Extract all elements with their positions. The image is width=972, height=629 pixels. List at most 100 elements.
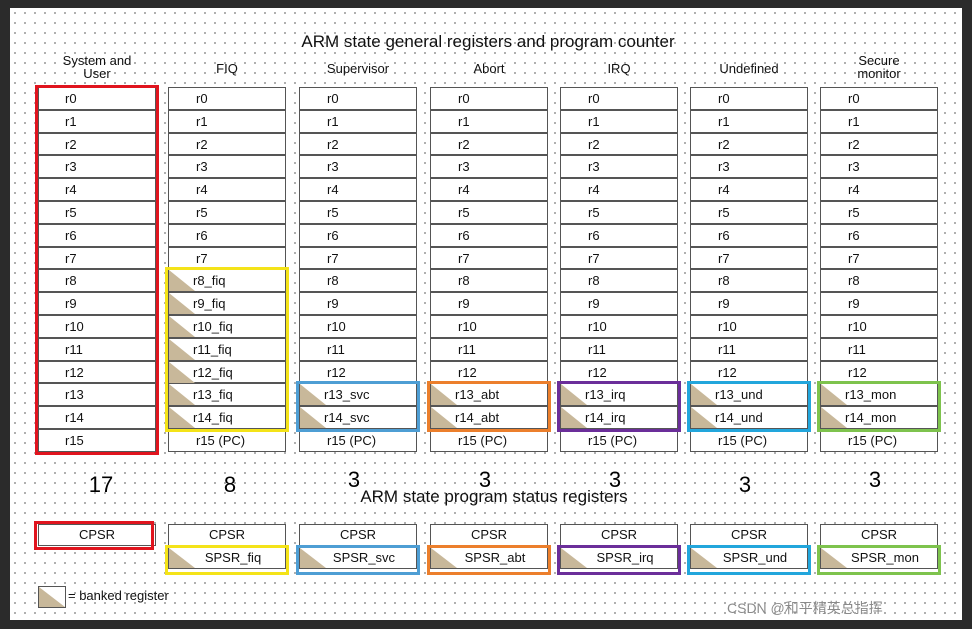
register-label: r10: [588, 319, 607, 334]
register-label: r9: [588, 296, 600, 312]
register-cell: r7: [430, 246, 548, 270]
banked-count: 3: [478, 467, 492, 492]
cpsr-box: CPSR: [820, 524, 938, 546]
register-cell: r9: [820, 292, 938, 315]
banked-group-outline: [817, 381, 941, 432]
register-cell: r6: [299, 223, 417, 247]
register-label: r10: [65, 319, 84, 334]
cpsr-box: CPSR: [38, 524, 156, 546]
register-cell: r15: [38, 429, 156, 452]
banked-triangle-icon: [691, 548, 717, 568]
banked-triangle-icon: [300, 548, 326, 568]
register-cell: r0: [560, 87, 678, 110]
spsr-box: SPSR_und: [690, 547, 808, 569]
banked-triangle-icon: [691, 407, 717, 429]
register-cell: r12: [560, 360, 678, 384]
banked-count: 17: [88, 472, 114, 497]
register-cell: r9: [560, 292, 678, 315]
banked-triangle-icon: [169, 293, 195, 315]
banked-triangle-icon: [821, 548, 847, 568]
register-label: r4: [65, 182, 77, 198]
spsr-box: SPSR_mon: [820, 547, 938, 569]
spsr-label: SPSR_und: [722, 550, 788, 565]
register-label: r6: [718, 227, 730, 243]
register-label: r4: [718, 182, 730, 198]
register-cell: r0: [168, 87, 286, 110]
register-label: r11_fiq: [193, 341, 232, 357]
register-cell: r12: [690, 360, 808, 384]
register-cell: r11: [38, 337, 156, 361]
spsr-outline: [557, 545, 681, 575]
register-label: r4: [588, 182, 600, 198]
register-label: r9: [458, 296, 470, 312]
register-cell: r2: [690, 132, 808, 156]
register-cell: r1: [560, 109, 678, 133]
spsr-box: SPSR_svc: [299, 547, 417, 569]
banked-group-outline: [165, 267, 289, 432]
banked-triangle-icon: [821, 407, 847, 429]
spsr-box: SPSR_fiq: [168, 547, 286, 569]
register-label: r1: [458, 113, 470, 129]
register-cell: r15 (PC): [299, 429, 417, 452]
register-cell: r8: [690, 269, 808, 293]
register-label: r10: [327, 319, 346, 334]
register-cell: r0: [690, 87, 808, 110]
column-header-abort: Abort: [424, 62, 554, 75]
banked-triangle-icon: [561, 384, 587, 406]
register-label: r2: [65, 136, 77, 152]
register-label: r9: [848, 296, 860, 312]
spsr-label: SPSR_abt: [464, 550, 526, 565]
banked-triangle-icon: [169, 407, 195, 429]
register-cell: r2: [430, 132, 548, 156]
register-label: r6: [458, 227, 470, 243]
register-label: r5: [588, 205, 600, 220]
register-cell: r9: [38, 292, 156, 315]
register-cell: r2: [38, 132, 156, 156]
register-cell: r0: [820, 87, 938, 110]
register-cell: r6: [168, 223, 286, 247]
register-cell: r10: [690, 315, 808, 338]
register-cell: r3: [168, 155, 286, 179]
register-label: r10: [848, 319, 867, 334]
banked-group-outline: [296, 381, 420, 432]
register-label: r7: [458, 250, 470, 266]
column-header-line: Supervisor: [326, 61, 390, 76]
register-label: r15 (PC): [718, 433, 768, 448]
banked-triangle-icon: [169, 361, 195, 383]
cpsr-box: CPSR: [430, 524, 548, 546]
register-label: r3: [458, 159, 470, 175]
banked-triangle-icon: [691, 384, 717, 406]
register-label: r9: [327, 296, 339, 312]
banked-triangle-icon: [431, 548, 457, 568]
spsr-outline: [687, 545, 811, 575]
register-cell: r5: [560, 201, 678, 224]
register-label: r6: [196, 227, 208, 243]
legend-swatch: [38, 586, 66, 608]
register-cell: r14_svc: [299, 406, 417, 429]
register-label: r15 (PC): [458, 433, 508, 448]
register-label: r8: [458, 273, 470, 289]
register-label: r13: [65, 387, 84, 403]
spsr-outline: [296, 545, 420, 575]
register-label: r7: [588, 250, 600, 266]
register-label: r2: [327, 136, 339, 152]
register-label: r2: [718, 136, 730, 152]
psr-section-title: ARM state program status registers: [360, 487, 628, 506]
banked-group-outline: [427, 381, 551, 432]
spsr-label: SPSR_fiq: [204, 550, 262, 565]
register-label: r12: [327, 364, 346, 380]
column-header-fiq: FIQ: [162, 62, 292, 75]
banked-triangle-icon: [431, 384, 457, 406]
spsr-outline: [427, 545, 551, 575]
register-cell: r5: [168, 201, 286, 224]
register-label: r13_und: [715, 387, 763, 403]
register-label: r14: [65, 410, 84, 426]
register-cell: r13_fiq: [168, 383, 286, 407]
register-label: r6: [65, 227, 77, 243]
banked-triangle-icon: [169, 384, 195, 406]
register-label: r2: [848, 136, 860, 152]
cpsr-box: CPSR: [299, 524, 417, 546]
register-label: r15 (PC): [327, 433, 377, 448]
column-header-secure-monitor: Secure monitor: [814, 54, 944, 80]
register-label: r11: [458, 341, 476, 357]
